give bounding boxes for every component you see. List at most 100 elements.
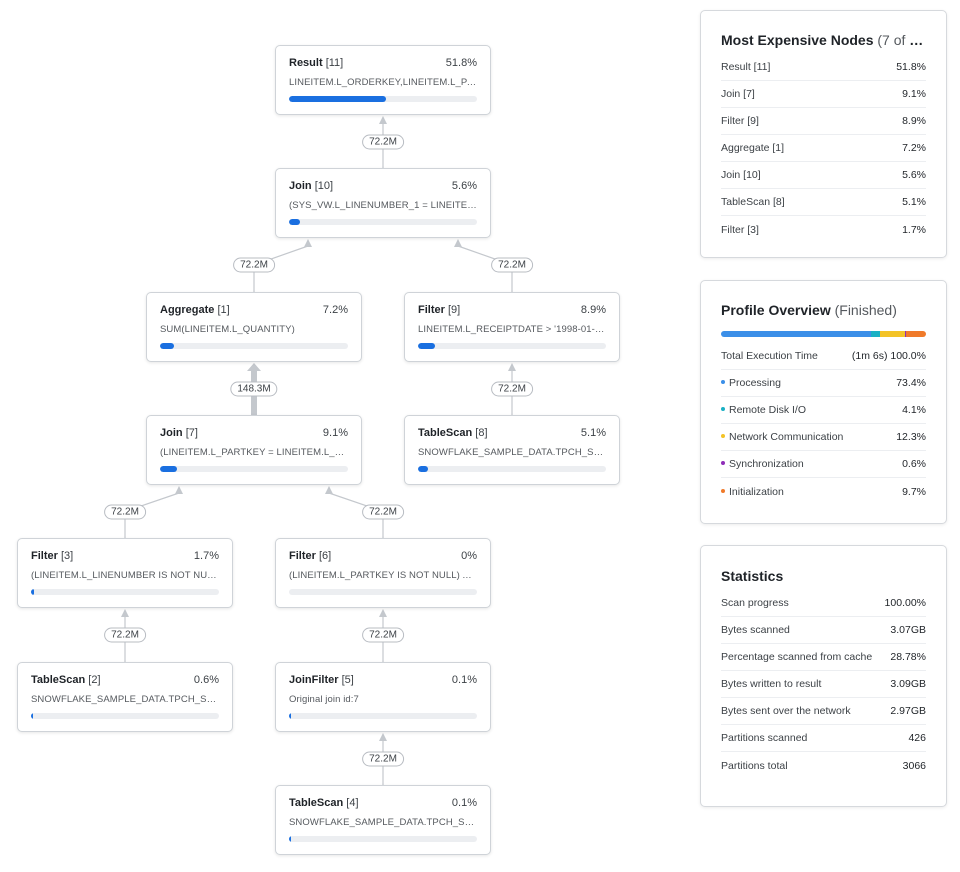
row-value: 3.07GB (890, 624, 926, 636)
row-label: Join [10] (721, 169, 761, 181)
operator-node-join-10[interactable]: Join [10] 5.6% (SYS_VW.L_LINENUMBER_1 = L… (275, 168, 491, 238)
node-id: [2] (88, 674, 101, 686)
expensive-node-row[interactable]: Aggregate [1] 7.2% (721, 135, 926, 162)
operator-node-filter-3[interactable]: Filter [3] 1.7% (LINEITEM.L_LINENUMBER IS… (17, 538, 233, 608)
row-value: 1.7% (902, 223, 926, 236)
edge-row-count[interactable]: 72.2M (362, 751, 404, 766)
operator-node-join-7[interactable]: Join [7] 9.1% (LINEITEM.L_PARTKEY = LINEI… (146, 415, 362, 485)
node-name: Join (289, 180, 312, 192)
expensive-node-row[interactable]: Filter [9] 8.9% (721, 108, 926, 135)
node-id: [10] (314, 180, 334, 192)
node-description: (LINEITEM.L_PARTKEY IS NOT NULL) AND (LI… (289, 570, 477, 581)
node-id: [1] (217, 304, 230, 316)
row-label: Aggregate [1] (721, 142, 785, 154)
node-cost-bar-fill (31, 713, 33, 719)
node-percent: 5.1% (580, 427, 606, 439)
row-label: Filter [3] (721, 223, 759, 236)
operator-node-aggregate-1[interactable]: Aggregate [1] 7.2% SUM(LINEITEM.L_QUANTIT… (146, 292, 362, 362)
stat-row: Scan progress 100.00% (721, 590, 926, 617)
edge-arrowhead (175, 486, 183, 494)
row-label: Join [7] (721, 88, 755, 100)
expensive-node-row[interactable]: Join [7] 9.1% (721, 81, 926, 108)
node-percent: 7.2% (322, 304, 348, 316)
edge-arrowhead (304, 239, 312, 247)
panel-title: Most Expensive Nodes (7 of 11) (721, 32, 926, 48)
node-cost-bar (289, 713, 477, 719)
node-id: [3] (60, 550, 74, 562)
most-expensive-nodes-panel: Most Expensive Nodes (7 of 11) Result [1… (700, 10, 947, 258)
operator-node-tablescan-2[interactable]: TableScan [2] 0.6% SNOWFLAKE_SAMPLE_DATA.… (17, 662, 233, 732)
edge-row-count[interactable]: 72.2M (104, 504, 146, 519)
edge-row-count[interactable]: 148.3M (230, 381, 278, 396)
query-profile-graph[interactable]: Result [11] 51.8% LINEITEM.L_ORDERKEY,LIN… (0, 0, 690, 872)
row-label: Bytes scanned (721, 624, 790, 636)
operator-node-filter-9[interactable]: Filter [9] 8.9% LINEITEM.L_RECEIPTDATE > … (404, 292, 620, 362)
edge-row-count[interactable]: 72.2M (362, 134, 404, 149)
node-percent: 0.6% (193, 674, 219, 686)
synchronization-segment (904, 331, 907, 337)
stat-row: Bytes sent over the network 2.97GB (721, 698, 926, 725)
row-value: 100.00% (884, 597, 926, 609)
row-label: Initialization (729, 485, 784, 498)
edge-row-count[interactable]: 72.2M (104, 627, 146, 643)
operator-node-result-11[interactable]: Result [11] 51.8% LINEITEM.L_ORDERKEY,LIN… (275, 45, 491, 115)
node-cost-bar-fill (418, 343, 435, 349)
node-cost-bar-fill (289, 96, 387, 102)
total-execution-time-row: Total Execution Time (1m 6s) 100.0% (721, 343, 926, 370)
edge-row-count[interactable]: 72.2M (491, 257, 533, 273)
row-label: Remote Disk I/O (729, 404, 807, 416)
panel-title: Statistics (721, 568, 784, 584)
row-label: Scan progress (721, 597, 789, 609)
expensive-node-row[interactable]: TableScan [8] 5.1% (721, 189, 926, 216)
edge-arrowhead (379, 733, 387, 741)
row-value: 8.9% (902, 115, 926, 127)
row-value: 426 (908, 732, 926, 744)
node-description: SNOWFLAKE_SAMPLE_DATA.TPCH_SF1.LINEITEM (418, 447, 606, 458)
node-id: [4] (346, 797, 359, 809)
processing-legend-dot (721, 380, 725, 385)
operator-node-filter-6[interactable]: Filter [6] 0% (LINEITEM.L_PARTKEY IS NOT … (275, 538, 491, 608)
operator-node-tablescan-8[interactable]: TableScan [8] 5.1% SNOWFLAKE_SAMPLE_DATA.… (404, 415, 620, 485)
total-percent: 100.0% (890, 350, 926, 362)
node-description: SUM(LINEITEM.L_QUANTITY) (160, 324, 295, 335)
row-label: Processing (729, 377, 781, 389)
node-cost-bar-fill (31, 589, 35, 595)
operator-node-tablescan-4[interactable]: TableScan [4] 0.1% SNOWFLAKE_SAMPLE_DATA.… (275, 785, 491, 855)
node-id: [5] (341, 674, 354, 686)
row-value: 5.6% (902, 169, 926, 181)
node-percent: 0.1% (451, 674, 477, 686)
node-percent: 0% (461, 550, 477, 562)
breakdown-row-synchronization: Synchronization 0.6% (721, 451, 926, 478)
edge-arrowhead (121, 609, 129, 617)
row-value: 0.6% (902, 458, 926, 470)
node-name: TableScan (289, 797, 344, 809)
node-percent: 0.1% (451, 797, 477, 809)
operator-node-joinfilter-5[interactable]: JoinFilter [5] 0.1% Original join id:7 (275, 662, 491, 732)
row-label: Bytes sent over the network (721, 705, 851, 717)
edge-row-count[interactable]: 72.2M (491, 381, 533, 396)
node-name: TableScan (31, 674, 86, 686)
edge-arrowhead (379, 609, 387, 617)
row-label: Percentage scanned from cache (721, 651, 873, 663)
edge-row-count[interactable]: 72.2M (362, 627, 404, 643)
row-label: Partitions scanned (721, 732, 808, 744)
edge-row-count[interactable]: 72.2M (233, 257, 275, 273)
node-cost-bar-fill (289, 219, 300, 225)
expensive-node-row[interactable]: Join [10] 5.6% (721, 162, 926, 189)
expensive-node-row[interactable]: Filter [3] 1.7% (721, 216, 926, 243)
expensive-node-row[interactable]: Result [11] 51.8% (721, 54, 926, 81)
node-id: [11] (325, 57, 344, 69)
row-label: Filter [9] (721, 115, 759, 127)
edge-arrowhead (247, 363, 261, 371)
node-cost-bar-fill (289, 713, 291, 719)
row-value: 73.4% (896, 377, 926, 389)
row-value: 3066 (902, 759, 926, 772)
node-cost-bar-fill (418, 466, 428, 472)
node-description: SNOWFLAKE_SAMPLE_DATA.TPCH_SF1.LINEITEM (31, 694, 219, 705)
statistics-panel: Statistics Scan progress 100.00% Bytes sc… (700, 545, 947, 807)
edge-row-count[interactable]: 72.2M (362, 504, 404, 519)
row-label: Partitions total (721, 759, 788, 772)
node-cost-bar (289, 219, 477, 225)
breakdown-row-initialization: Initialization 9.7% (721, 478, 926, 505)
node-percent: 8.9% (580, 304, 606, 316)
